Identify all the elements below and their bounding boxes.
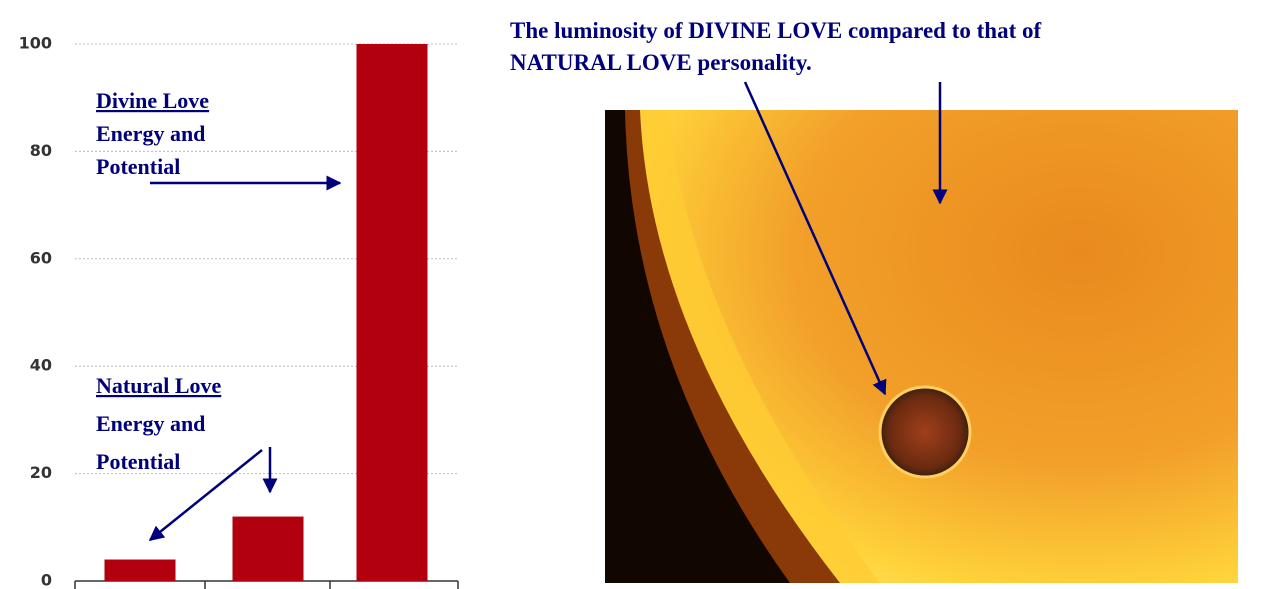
annotation: Potential xyxy=(96,449,180,474)
annotation: Potential xyxy=(96,154,180,179)
annotation: Energy and xyxy=(96,121,205,146)
bar xyxy=(232,516,304,581)
chart: 0 20 40 60 80 100 Divine Love Energy and Potenti… xyxy=(19,34,459,589)
y-tick-label: 80 xyxy=(30,141,52,160)
caption: NATURAL LOVE personality. xyxy=(510,50,812,75)
annotation: Divine Love xyxy=(96,88,209,113)
y-tick-label: 0 xyxy=(41,571,52,589)
caption: The luminosity of DIVINE LOVE compared t… xyxy=(510,18,1041,43)
y-tick-label: 100 xyxy=(19,34,52,53)
y-tick-label: 40 xyxy=(30,356,52,375)
y-tick-label: 60 xyxy=(30,248,52,267)
annotation: Natural Love xyxy=(96,373,222,398)
y-tick-label: 20 xyxy=(30,463,52,482)
bar xyxy=(104,559,176,581)
annotation: Energy and xyxy=(96,411,205,436)
sun-image xyxy=(605,110,1238,583)
arrows xyxy=(148,81,948,541)
bar xyxy=(356,44,428,581)
